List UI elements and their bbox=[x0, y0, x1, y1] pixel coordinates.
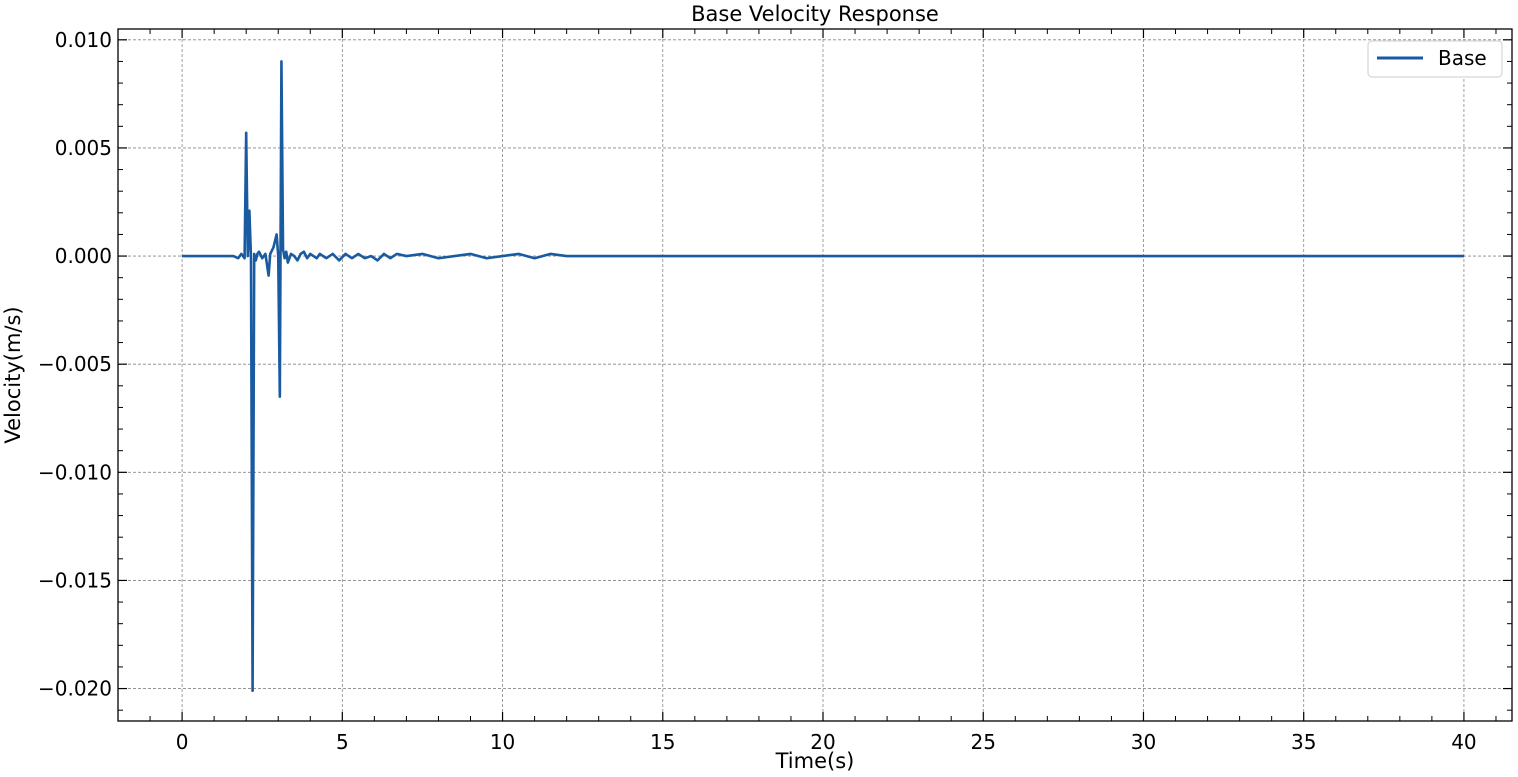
tick-labels: 0 5 10 15 20 25 30 35 40 0.010 0.005 0.000 −0.005 −0.… bbox=[38, 28, 1477, 754]
x-tick-label: 0 bbox=[176, 730, 189, 754]
y-tick-label: −0.010 bbox=[38, 460, 112, 484]
x-tick-label: 5 bbox=[336, 730, 349, 754]
y-tick-label: −0.015 bbox=[38, 568, 112, 592]
y-tick-label: 0.005 bbox=[55, 136, 112, 160]
y-tick-label: −0.005 bbox=[38, 352, 112, 376]
legend-label-base: Base bbox=[1438, 46, 1487, 70]
y-axis-label: Velocity(m/s) bbox=[1, 306, 25, 443]
x-tick-label: 25 bbox=[971, 730, 996, 754]
legend: Base bbox=[1367, 40, 1503, 78]
x-tick-label: 15 bbox=[650, 730, 675, 754]
series-lines bbox=[182, 60, 1464, 693]
legend-box bbox=[1367, 40, 1503, 78]
series-line-base bbox=[182, 60, 1464, 693]
x-tick-label: 30 bbox=[1131, 730, 1156, 754]
x-axis-label: Time(s) bbox=[775, 749, 855, 773]
y-tick-label: −0.020 bbox=[38, 677, 112, 701]
axis-ticks bbox=[118, 29, 1512, 721]
x-tick-label: 20 bbox=[810, 730, 835, 754]
chart-title: Base Velocity Response bbox=[691, 2, 939, 26]
y-tick-label: 0.010 bbox=[55, 28, 112, 52]
y-tick-label: 0.000 bbox=[55, 244, 112, 268]
x-tick-label: 40 bbox=[1451, 730, 1476, 754]
x-tick-label: 35 bbox=[1291, 730, 1316, 754]
plot-frame bbox=[117, 28, 1513, 722]
x-tick-label: 10 bbox=[490, 730, 515, 754]
